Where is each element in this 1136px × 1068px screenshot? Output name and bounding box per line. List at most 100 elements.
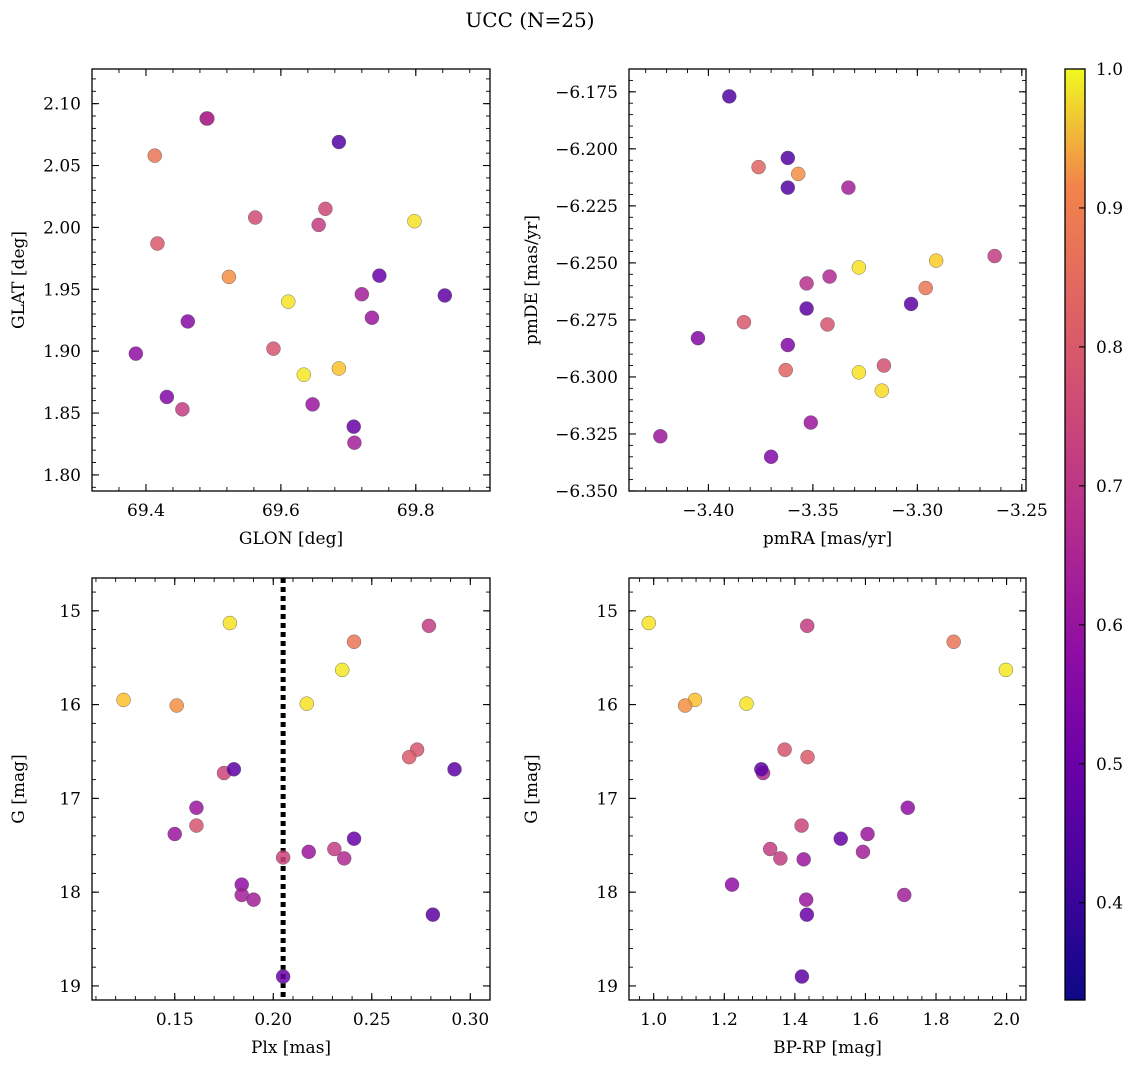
colorbar-tick-label: 0.4 xyxy=(1096,894,1123,914)
data-point xyxy=(336,851,352,866)
data-point xyxy=(248,210,263,225)
x-tick-label: 2.0 xyxy=(993,1010,1020,1030)
data-point xyxy=(780,180,795,195)
y-axis-label: G [mag] xyxy=(9,754,29,823)
data-point xyxy=(437,288,453,303)
x-tick-label: 1.4 xyxy=(781,1010,808,1030)
data-point xyxy=(987,248,1002,264)
data-point xyxy=(407,214,422,229)
y-tick-label: 2.10 xyxy=(43,95,81,115)
data-point xyxy=(722,89,737,104)
data-point xyxy=(116,692,131,708)
x-tick-label: 1.8 xyxy=(922,1010,949,1030)
colorbar-tick-label: 0.6 xyxy=(1096,616,1123,636)
data-point xyxy=(736,315,752,330)
data-point xyxy=(175,402,190,417)
data-point xyxy=(335,662,350,678)
y-axis-label: G [mag] xyxy=(522,754,542,823)
data-point xyxy=(159,389,175,405)
y-tick-label: 17 xyxy=(596,789,618,809)
data-point xyxy=(147,148,162,163)
x-tick-label: 1.6 xyxy=(852,1010,879,1030)
data-point xyxy=(822,269,837,284)
y-tick-label: 16 xyxy=(596,696,618,716)
data-point xyxy=(780,337,795,353)
data-point xyxy=(799,276,814,291)
data-point xyxy=(796,852,811,867)
axes-frame xyxy=(628,577,1027,1001)
data-point xyxy=(778,362,793,378)
axes-frame xyxy=(628,68,1027,492)
data-point xyxy=(690,330,706,346)
panel-pmra-pmde: −3.40 −3.35 −3.30 −3.25 −6.350 −6.325 −6.300 −6… xyxy=(522,68,1048,549)
x-axis-label: Plx [mas] xyxy=(251,1038,331,1058)
data-point xyxy=(946,634,961,649)
data-point xyxy=(150,236,165,251)
data-point xyxy=(354,287,370,302)
panel-glon-glat: 69.4 69.6 69.8 1.80 1.85 1.90 1.95 2.00 2.05 2.10… xyxy=(9,68,491,549)
data-point xyxy=(754,762,769,777)
data-point xyxy=(402,749,417,765)
x-axis-label: GLON [deg] xyxy=(239,529,343,549)
x-tick-label: 0.15 xyxy=(156,1010,194,1030)
data-point xyxy=(331,134,347,150)
data-point xyxy=(305,397,320,412)
data-point xyxy=(762,841,778,857)
colorbar: 0.4 0.5 0.6 0.7 0.8 0.9 1.0 xyxy=(1064,60,1123,1001)
figure-title: UCC (N=25) xyxy=(465,8,594,32)
data-point xyxy=(800,618,815,634)
data-point xyxy=(226,762,242,777)
data-point xyxy=(275,850,291,865)
data-point xyxy=(777,742,792,757)
data-point xyxy=(421,618,437,634)
data-point xyxy=(301,844,316,860)
data-point xyxy=(447,762,462,777)
data-point xyxy=(851,365,867,380)
axes-frame xyxy=(91,68,491,492)
x-tick-label: 69.8 xyxy=(397,501,435,521)
y-tick-label: 1.95 xyxy=(43,280,81,300)
y-tick-label: −6.325 xyxy=(555,425,618,445)
x-tick-label: 0.20 xyxy=(254,1010,292,1030)
data-point xyxy=(425,907,441,922)
data-point xyxy=(221,269,237,285)
y-tick-label: 15 xyxy=(59,602,81,622)
y-tick-label: −6.350 xyxy=(555,482,618,502)
data-point xyxy=(820,317,835,332)
y-tick-label: −6.175 xyxy=(555,83,618,103)
data-point xyxy=(189,818,204,833)
data-point xyxy=(347,435,362,450)
data-point xyxy=(189,800,204,815)
x-tick-label: 0.25 xyxy=(353,1010,391,1030)
data-point xyxy=(799,301,814,316)
y-tick-label: 18 xyxy=(596,883,618,903)
data-point xyxy=(851,260,867,275)
y-tick-label: −6.300 xyxy=(555,368,618,388)
x-tick-label: 0.30 xyxy=(451,1010,489,1030)
data-point xyxy=(798,892,814,907)
data-point xyxy=(794,969,810,984)
y-tick-label: 2.05 xyxy=(43,157,81,177)
x-tick-label: −3.35 xyxy=(787,501,839,521)
colorbar-tick-label: 1.0 xyxy=(1096,60,1123,80)
data-point xyxy=(903,296,919,312)
data-point xyxy=(739,696,754,711)
data-point xyxy=(318,201,333,217)
data-point xyxy=(128,346,144,361)
data-point xyxy=(876,358,892,373)
panel-plx-g: 0.15 0.20 0.25 0.30 15 16 17 18 19 Plx [mas] G [ma… xyxy=(9,577,491,1058)
data-point xyxy=(266,341,281,356)
data-point xyxy=(874,383,890,398)
x-tick-label: 69.6 xyxy=(262,501,300,521)
data-point xyxy=(364,310,380,325)
data-point xyxy=(833,831,848,846)
data-point xyxy=(346,831,362,846)
data-point xyxy=(331,361,347,376)
axes-frame xyxy=(91,577,491,1001)
panel-bprp-g: 1.0 1.2 1.4 1.6 1.8 2.0 15 16 17 18 19 BP-RP [mag] G… xyxy=(522,577,1027,1058)
data-point xyxy=(855,844,871,860)
data-point xyxy=(296,367,312,382)
data-point xyxy=(860,826,875,842)
y-tick-label: −6.200 xyxy=(555,140,618,160)
